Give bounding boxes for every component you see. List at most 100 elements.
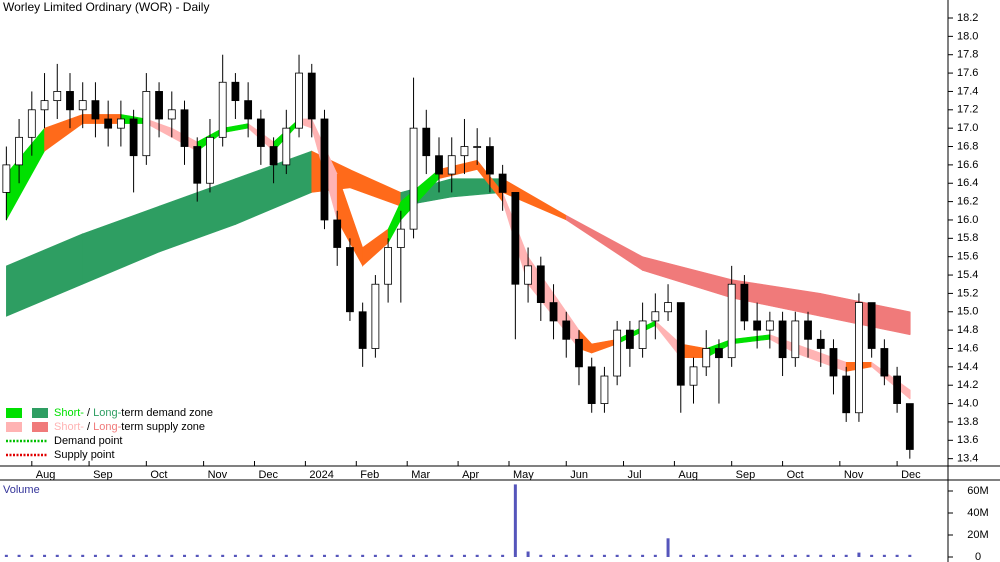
candle-body — [587, 366, 596, 404]
volume-bar — [183, 554, 187, 557]
candle-body — [905, 403, 914, 450]
candle-body — [664, 302, 672, 313]
volume-bar — [552, 554, 556, 557]
y-tick-label: 14.6 — [957, 342, 978, 354]
volume-bar — [310, 554, 314, 557]
candle-body — [753, 320, 762, 331]
volume-bar — [768, 554, 772, 557]
candle-body — [244, 100, 253, 120]
volume-bar — [55, 554, 59, 557]
volume-bar — [246, 554, 250, 557]
candle-body — [842, 375, 851, 414]
candle-body — [791, 320, 800, 359]
short-term-zone — [82, 114, 122, 124]
volume-bar — [259, 554, 263, 557]
candle-body — [295, 72, 303, 129]
candle-body — [625, 329, 634, 349]
candle-body — [549, 302, 558, 322]
volume-bar — [526, 551, 530, 557]
volume-bar — [81, 554, 85, 557]
candle-body — [129, 118, 138, 157]
candle-body — [727, 283, 736, 359]
candle-body — [53, 91, 62, 102]
volume-bar — [106, 554, 110, 557]
x-tick-label: Aug — [36, 469, 56, 481]
volume-bar — [361, 554, 365, 557]
candle-body — [384, 247, 393, 285]
candle-body — [333, 219, 342, 248]
volume-bar — [68, 554, 72, 557]
volume-bar — [17, 554, 21, 557]
volume-bar — [208, 554, 212, 557]
candle-body — [193, 146, 202, 184]
candle-body — [282, 127, 291, 166]
candle-body — [855, 302, 863, 414]
volume-bar — [857, 552, 861, 557]
volume-bar — [628, 554, 632, 557]
x-tick-label: 2024 — [309, 469, 333, 481]
candle-body — [155, 91, 163, 120]
y-tick-label: 17.2 — [957, 104, 978, 116]
candle-body — [638, 320, 647, 349]
y-tick-label: 15.4 — [957, 269, 978, 281]
x-tick-label: Jun — [570, 469, 588, 481]
candle-body — [486, 146, 494, 175]
volume-bar — [462, 554, 466, 557]
candle-body — [765, 320, 774, 331]
y-tick-label: 14.4 — [957, 361, 978, 373]
y-tick-label: 17.0 — [957, 122, 978, 134]
x-tick-label: Feb — [360, 469, 379, 481]
candle-body — [473, 146, 482, 148]
y-tick-label: 17.4 — [957, 85, 978, 97]
volume-bar — [348, 554, 352, 557]
candle-body — [206, 136, 214, 184]
y-tick-label: 15.0 — [957, 306, 978, 318]
volume-bar — [386, 554, 390, 557]
candle-body — [358, 311, 367, 349]
volume-bar — [450, 554, 454, 557]
candle-body — [829, 348, 838, 377]
volume-bar — [781, 554, 785, 557]
candle-body — [435, 155, 443, 175]
candle-body — [66, 91, 74, 111]
candle-body — [600, 375, 609, 404]
legend-text: Demand point — [54, 435, 123, 447]
y-tick-label: 14.2 — [957, 379, 978, 391]
volume-bar — [615, 554, 619, 557]
volume-bar — [730, 554, 734, 557]
volume-bar — [908, 554, 912, 557]
legend-label: Demand point — [54, 435, 123, 447]
volume-bar — [501, 554, 505, 557]
x-tick-label: May — [513, 469, 534, 481]
volume-bar — [539, 554, 543, 557]
volume-bar — [297, 554, 301, 557]
candle-body — [460, 146, 469, 157]
y-tick-label: 15.8 — [957, 232, 978, 244]
candle-body — [893, 375, 901, 404]
y-tick-label: 18.2 — [957, 12, 978, 24]
candle-body — [218, 81, 227, 138]
volume-tick-label: 40M — [967, 507, 988, 519]
x-tick-label: Sep — [93, 469, 113, 481]
volume-bar — [322, 554, 326, 557]
candle-body — [2, 164, 11, 193]
candle-body — [167, 109, 176, 120]
candle-body — [651, 311, 660, 322]
candle-body — [142, 91, 151, 157]
x-tick-label: Aug — [678, 469, 698, 481]
legend-text: Short- — [54, 421, 84, 433]
candle-body — [409, 127, 418, 230]
volume-bar — [870, 554, 874, 557]
volume-bar — [513, 484, 517, 557]
legend-label: Short- / Long-term demand zone — [54, 407, 213, 419]
legend-label: Supply point — [54, 449, 115, 461]
candle-body — [511, 192, 520, 285]
candle-body — [104, 118, 113, 129]
x-tick-label: Apr — [462, 469, 479, 481]
y-tick-label: 16.0 — [957, 214, 978, 226]
candle-body — [536, 265, 545, 303]
chart-title: Worley Limited Ordinary (WOR) - Daily — [3, 0, 209, 14]
candle-body — [116, 118, 125, 129]
legend-text: / — [84, 407, 93, 419]
